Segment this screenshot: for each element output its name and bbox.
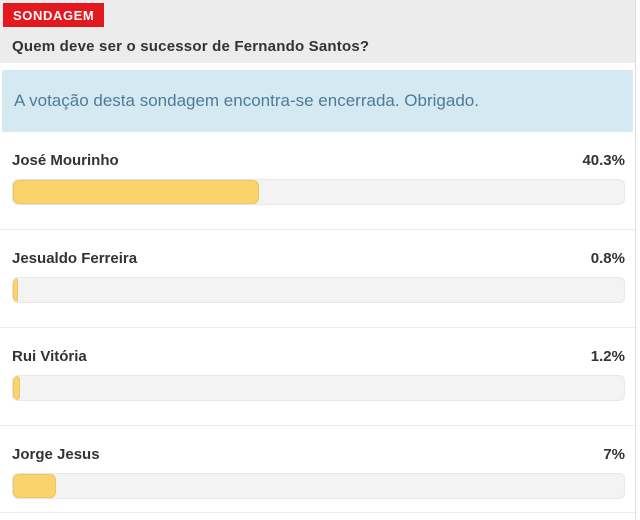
poll-header: SONDAGEM Quem deve ser o sucessor de Fer… [0, 0, 635, 63]
option-percentage: 40.3% [582, 152, 625, 169]
poll-option: José Mourinho 40.3% [0, 132, 635, 230]
result-bar-track [12, 473, 625, 499]
option-header: Jesualdo Ferreira 0.8% [12, 250, 625, 267]
poll-options: José Mourinho 40.3% Jesualdo Ferreira 0.… [0, 132, 635, 513]
result-bar-fill [13, 474, 56, 498]
poll-closed-notice-text: A votação desta sondagem encontra-se enc… [14, 91, 479, 110]
option-header: José Mourinho 40.3% [12, 152, 625, 169]
option-name: Jesualdo Ferreira [12, 250, 138, 267]
poll-option: Jesualdo Ferreira 0.8% [0, 230, 635, 328]
result-bar-fill [13, 376, 21, 400]
option-header: Jorge Jesus 7% [12, 446, 625, 463]
option-percentage: 7% [603, 446, 625, 463]
option-name: José Mourinho [12, 152, 119, 169]
option-percentage: 0.8% [590, 250, 625, 267]
result-bar-track [12, 179, 625, 205]
poll-option: Jorge Jesus 7% [0, 426, 635, 513]
poll-closed-notice: A votação desta sondagem encontra-se enc… [2, 70, 633, 132]
result-bar-track [12, 277, 625, 303]
poll-option: Rui Vitória 1.2% [0, 328, 635, 426]
result-bar-fill [13, 278, 18, 302]
option-name: Rui Vitória [12, 348, 87, 365]
result-bar-track [12, 375, 625, 401]
poll-question: Quem deve ser o sucessor de Fernando San… [12, 38, 370, 55]
option-name: Jorge Jesus [12, 446, 100, 463]
option-percentage: 1.2% [590, 348, 625, 365]
result-bar-fill [13, 180, 260, 204]
sondagem-badge: SONDAGEM [3, 3, 105, 27]
option-header: Rui Vitória 1.2% [12, 348, 625, 365]
